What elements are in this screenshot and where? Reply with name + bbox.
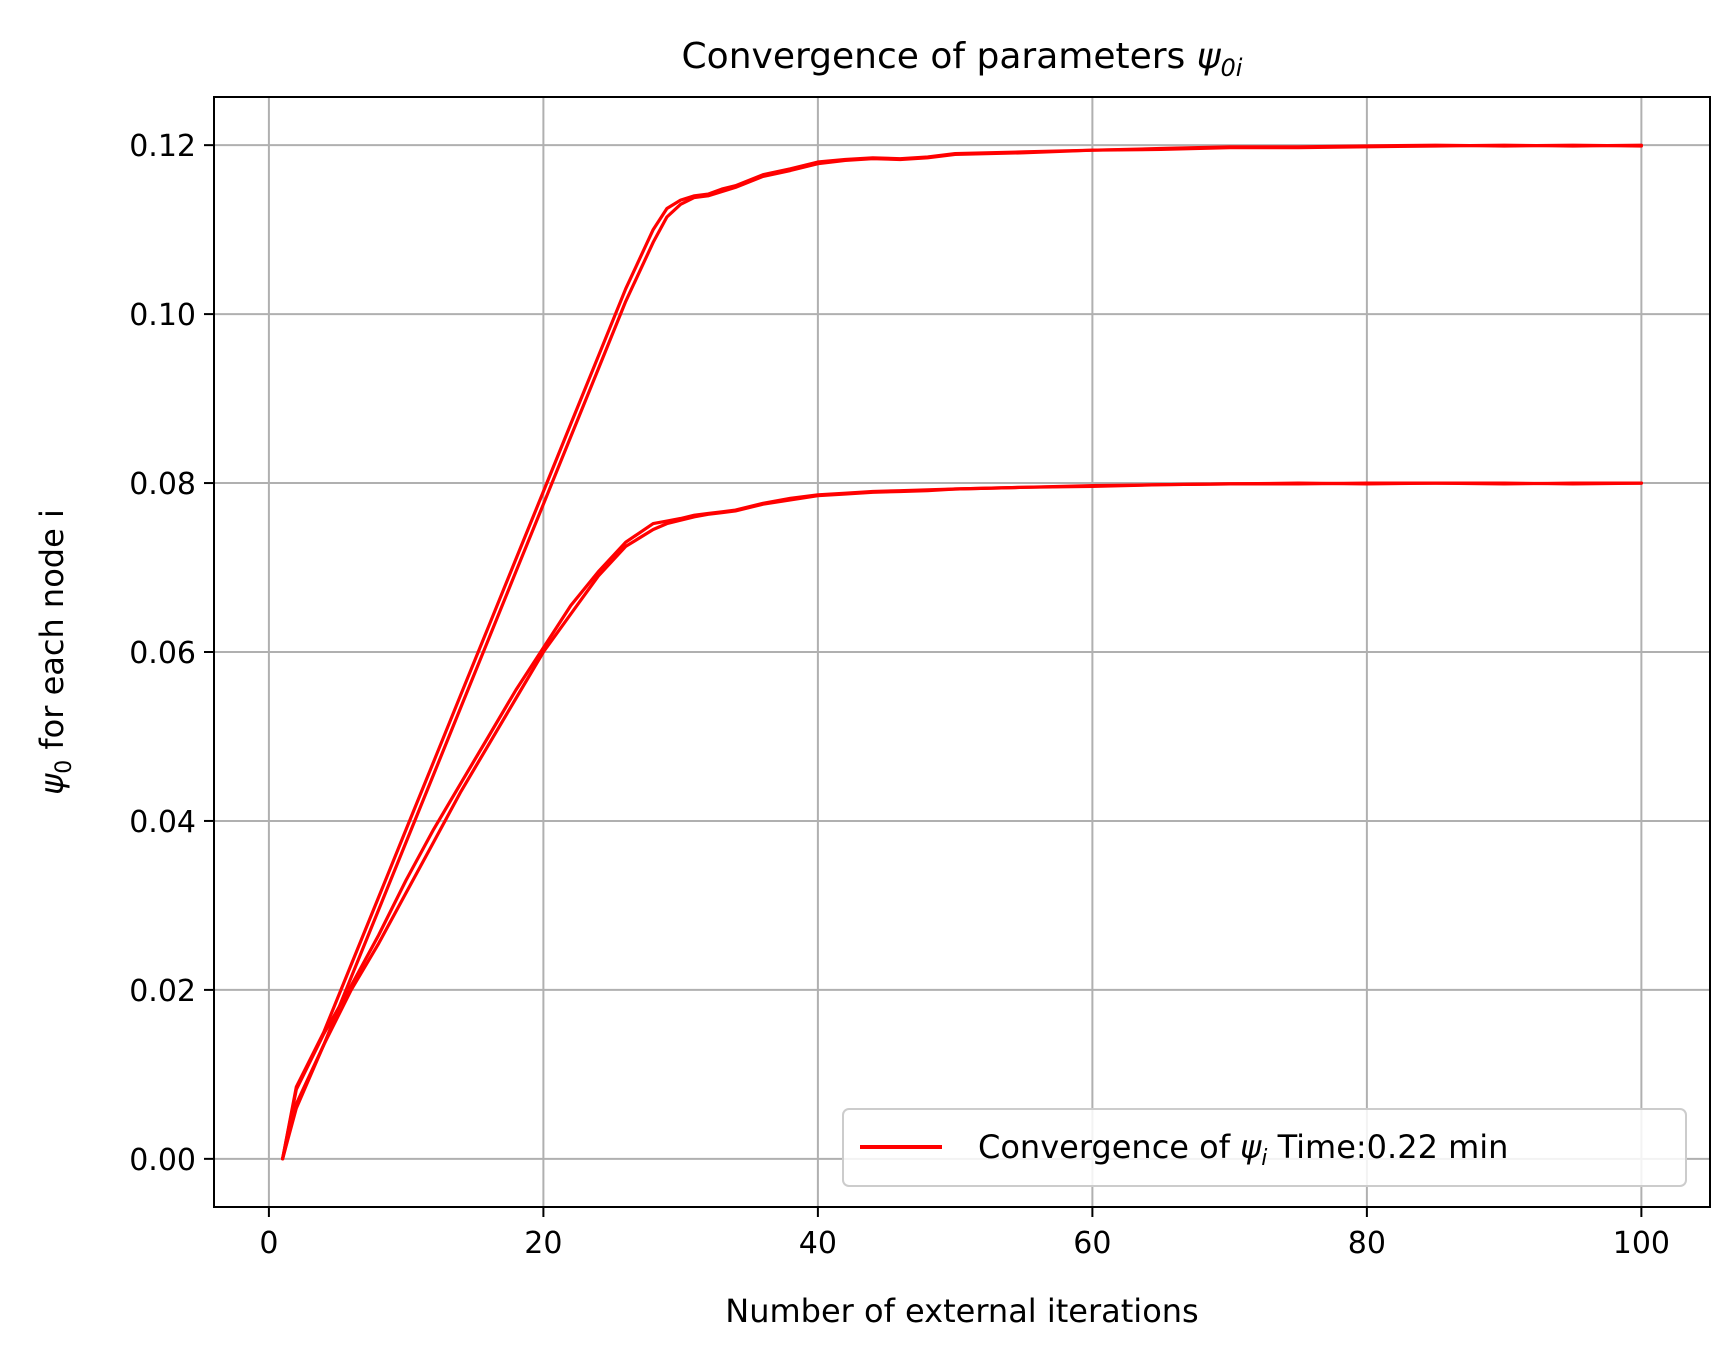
legend-symbol: ψ xyxy=(1240,1128,1262,1166)
x-tick-label: 100 xyxy=(1613,1226,1670,1261)
y-axis-label-subscript: 0 xyxy=(52,760,77,774)
legend-prefix: Convergence of xyxy=(978,1128,1240,1166)
data-series xyxy=(281,143,1644,1161)
x-tick-label: 20 xyxy=(524,1226,562,1261)
series-line-4 xyxy=(281,481,1644,1161)
legend-subscript: i xyxy=(1261,1146,1267,1171)
chart-title-prefix: Convergence of parameters xyxy=(682,36,1197,77)
y-tick-label: 0.00 xyxy=(129,1143,196,1178)
legend-entry: Convergence of ψi Time:0.22 min xyxy=(978,1128,1508,1171)
chart-title-subscript: 0i xyxy=(1221,54,1243,82)
y-axis-label-symbol: ψ xyxy=(33,773,71,795)
legend: Convergence of ψi Time:0.22 min xyxy=(842,1108,1687,1187)
x-axis-ticks: 0 20 40 60 80 100 xyxy=(259,1207,1670,1261)
legend-box xyxy=(842,1108,1687,1187)
x-tick-label: 0 xyxy=(259,1226,278,1261)
legend-suffix: Time:0.22 min xyxy=(1267,1128,1508,1166)
y-tick-label: 0.10 xyxy=(129,298,196,333)
y-tick-label: 0.04 xyxy=(129,805,196,840)
x-tick-label: 60 xyxy=(1073,1226,1111,1261)
chart-title: Convergence of parameters ψ0i xyxy=(682,36,1243,82)
y-axis-label: ψ0 for each node i xyxy=(33,509,77,795)
y-tick-label: 0.08 xyxy=(129,467,196,502)
x-tick-label: 80 xyxy=(1348,1226,1386,1261)
chart-title-symbol: ψ xyxy=(1197,36,1222,77)
y-tick-label: 0.02 xyxy=(129,974,196,1009)
y-tick-label: 0.12 xyxy=(129,129,196,164)
x-tick-label: 40 xyxy=(799,1226,837,1261)
y-tick-label: 0.06 xyxy=(129,636,196,671)
series-line-2 xyxy=(281,143,1644,1161)
x-axis-label: Number of external iterations xyxy=(725,1292,1198,1330)
plot-frame xyxy=(213,96,1711,1208)
y-axis-label-suffix: for each node i xyxy=(33,509,71,760)
y-axis-ticks: 0.00 0.02 0.04 0.06 0.08 0.10 0.12 xyxy=(129,129,214,1178)
